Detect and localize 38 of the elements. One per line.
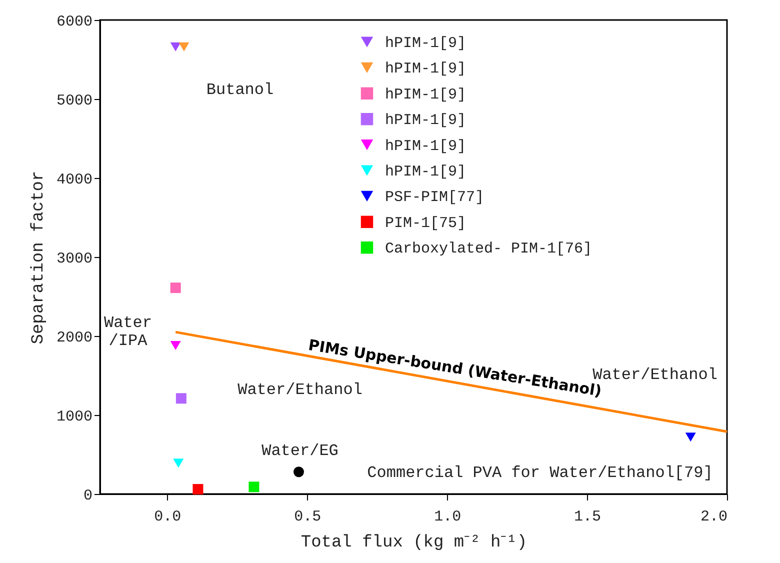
point [178,42,190,52]
point [170,340,181,350]
point [192,484,204,495]
point [293,466,304,478]
legend-label: hPIM-1[9] [385,35,466,52]
point [685,432,696,442]
y-tick-label: 0 [83,488,92,504]
x-tick-label: 1.0 [434,508,462,526]
legend-label: hPIM-1[9] [385,86,466,104]
legend-label: hPIM-1[9] [385,164,466,180]
y-tick-label: 5000 [56,92,92,110]
y-tick-label: 1000 [56,408,92,426]
point [248,482,260,492]
legend-label: hPIM-1[9] [385,112,466,130]
y-axis-title: Separation factor [29,170,48,344]
legend-label: hPIM-1[9] [385,138,466,155]
annotation: Water /IPA [104,314,152,350]
x-tick-label: 0.0 [154,508,182,526]
legend-label: Carboxylated- PIM-1[76] [385,240,592,258]
x-tick-label: 0.5 [294,508,322,526]
point [173,458,184,468]
annotation: Commercial PVA for Water/Ethanol[79] [367,464,713,482]
point [170,282,181,294]
x-tick-label: 2.0 [700,508,728,526]
point [170,42,181,52]
annotation: Butanol [206,81,274,99]
legend-label: PIM-1[75] [385,214,466,232]
y-tick-label: 2000 [56,330,92,346]
y-tick-label: 3000 [56,250,92,268]
annotation: Water/EG [262,442,338,460]
annotation: Water/Ethanol [238,381,362,399]
y-tick-label: 4000 [56,172,92,188]
legend-label: PSF-PIM[77] [385,189,484,206]
x-axis-title: Total flux (kg m⁻² h⁻¹) [300,534,528,552]
y-tick-label: 6000 [56,14,92,30]
point [176,393,186,404]
legend-label: hPIM-1[9] [385,60,466,78]
x-tick-label: 1.5 [574,508,602,526]
